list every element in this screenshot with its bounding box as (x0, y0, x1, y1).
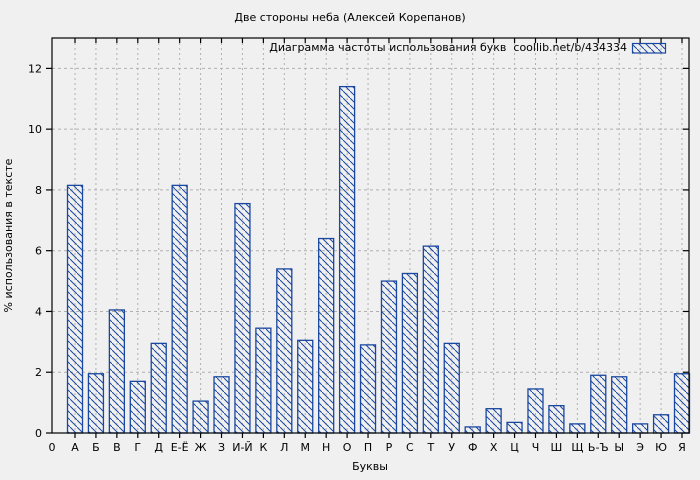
y-tick-label: 8 (35, 184, 42, 197)
chart-title: Две стороны неба (Алексей Корепанов) (234, 11, 465, 24)
bar-Ф (464, 426, 481, 434)
grid-layer (52, 38, 689, 433)
bar-Ж (192, 400, 209, 434)
bar-Н (318, 237, 335, 434)
x-tick-label: Р (386, 441, 393, 454)
x-origin-label: 0 (49, 441, 56, 454)
x-tick-label: А (71, 441, 79, 454)
y-tick-label: 0 (35, 427, 42, 440)
x-tick-label: Ц (510, 441, 519, 454)
x-tick-label: С (406, 441, 414, 454)
bar-Ц (506, 421, 523, 434)
bar-О (338, 85, 356, 434)
x-tick-label: Э (636, 441, 644, 454)
x-tick-label: Н (322, 441, 330, 454)
axis-layer: 0 2 4 6 8 10 12 А Б В Г Д Е-Ё Ж З И-Й К Л М Н О П Р С Т У Ф Х Ц Ч Ш Щ Ь-… (28, 38, 689, 454)
x-tick-label: П (364, 441, 372, 454)
x-tick-label: Б (92, 441, 100, 454)
bar-Р (380, 280, 398, 434)
x-tick-label: Ю (655, 441, 667, 454)
x-axis-title: Буквы (352, 460, 388, 473)
bar-Щ (569, 423, 586, 434)
x-tick-label: О (343, 441, 352, 454)
bar-Л (276, 268, 293, 434)
x-tick-label: У (448, 441, 455, 454)
legend-swatch (631, 42, 667, 54)
bar-М (297, 339, 314, 434)
bar-В (108, 309, 126, 434)
bar-К (255, 327, 272, 434)
bar-С (401, 272, 419, 434)
bar-А (66, 184, 84, 434)
x-tick-label: Я (678, 441, 686, 454)
y-tick-label: 4 (35, 305, 42, 318)
y-tick-label: 2 (35, 366, 42, 379)
x-tick-label: Ы (614, 441, 624, 454)
y-axis-title: % использования в тексте (2, 158, 15, 312)
bar-Я (673, 373, 691, 434)
y-tick-label: 12 (28, 62, 42, 75)
x-tick-label: Ж (195, 441, 207, 454)
legend-label: Диаграмма частоты использования букв coo… (269, 41, 627, 54)
x-tick-label: Ш (551, 441, 563, 454)
x-tick-label: Ф (468, 441, 477, 454)
x-tick-label: Г (134, 441, 141, 454)
bar-Ч (527, 388, 544, 434)
bar-И-Й (234, 202, 251, 434)
bar-Ь-Ъ (590, 374, 607, 434)
x-tick-label: К (259, 441, 267, 454)
bar-Ю (652, 414, 670, 434)
bars-layer (66, 85, 691, 434)
bar-Д (150, 342, 167, 434)
x-tick-label: Ь-Ъ (588, 441, 609, 454)
bar-Е-Ё (171, 184, 188, 434)
x-tick-label: Л (280, 441, 288, 454)
bar-Т (422, 245, 439, 434)
plot-border (51, 37, 690, 434)
bar-Ы (611, 376, 628, 434)
x-tick-label: Щ (571, 441, 583, 454)
y-tick-label: 6 (35, 245, 42, 258)
x-tick-label: М (300, 441, 310, 454)
x-tick-label: З (218, 441, 225, 454)
bar-Э (631, 423, 649, 434)
x-tick-label: В (113, 441, 121, 454)
bar-У (443, 342, 460, 434)
x-tick-label: И-Й (232, 441, 252, 454)
bar-Х (485, 408, 502, 434)
bar-П (359, 344, 377, 434)
x-tick-label: Д (154, 441, 163, 454)
x-tick-label: Т (426, 441, 434, 454)
bar-Г (129, 380, 146, 434)
x-tick-label: Е-Ё (171, 441, 189, 454)
bar-Б (87, 373, 105, 434)
x-tick-label: Х (490, 441, 498, 454)
x-tick-label: Ч (532, 441, 540, 454)
bar-З (213, 376, 230, 434)
y-tick-label: 10 (28, 123, 42, 136)
bar-Ш (548, 405, 565, 434)
